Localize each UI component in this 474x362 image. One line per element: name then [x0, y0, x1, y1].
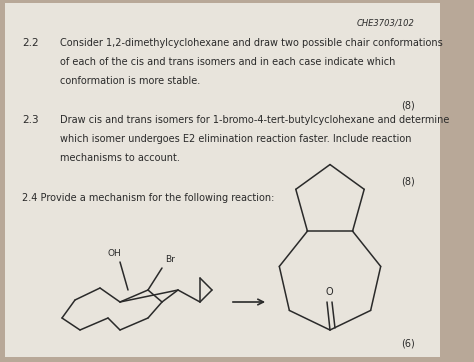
- Text: (8): (8): [401, 100, 415, 110]
- Text: 2.3: 2.3: [22, 115, 38, 125]
- Text: which isomer undergoes E2 elimination reaction faster. Include reaction: which isomer undergoes E2 elimination re…: [60, 134, 411, 144]
- Text: Draw cis and trans isomers for 1-bromo-4-tert-butylcyclohexane and determine: Draw cis and trans isomers for 1-bromo-4…: [60, 115, 449, 125]
- Text: CHE3703/102: CHE3703/102: [357, 18, 415, 27]
- Text: (6): (6): [401, 338, 415, 348]
- Text: conformation is more stable.: conformation is more stable.: [60, 76, 200, 86]
- Text: (8): (8): [401, 177, 415, 187]
- Text: Consider 1,2-dimethylcyclohexane and draw two possible chair conformations: Consider 1,2-dimethylcyclohexane and dra…: [60, 38, 443, 48]
- Text: 2.2: 2.2: [22, 38, 38, 48]
- Text: of each of the cis and trans isomers and in each case indicate which: of each of the cis and trans isomers and…: [60, 57, 395, 67]
- Text: 2.4 Provide a mechanism for the following reaction:: 2.4 Provide a mechanism for the followin…: [22, 193, 274, 203]
- Text: O: O: [325, 287, 333, 297]
- FancyBboxPatch shape: [5, 3, 440, 357]
- Text: OH: OH: [107, 249, 121, 258]
- Text: mechanisms to account.: mechanisms to account.: [60, 153, 180, 163]
- Text: Br: Br: [165, 255, 175, 264]
